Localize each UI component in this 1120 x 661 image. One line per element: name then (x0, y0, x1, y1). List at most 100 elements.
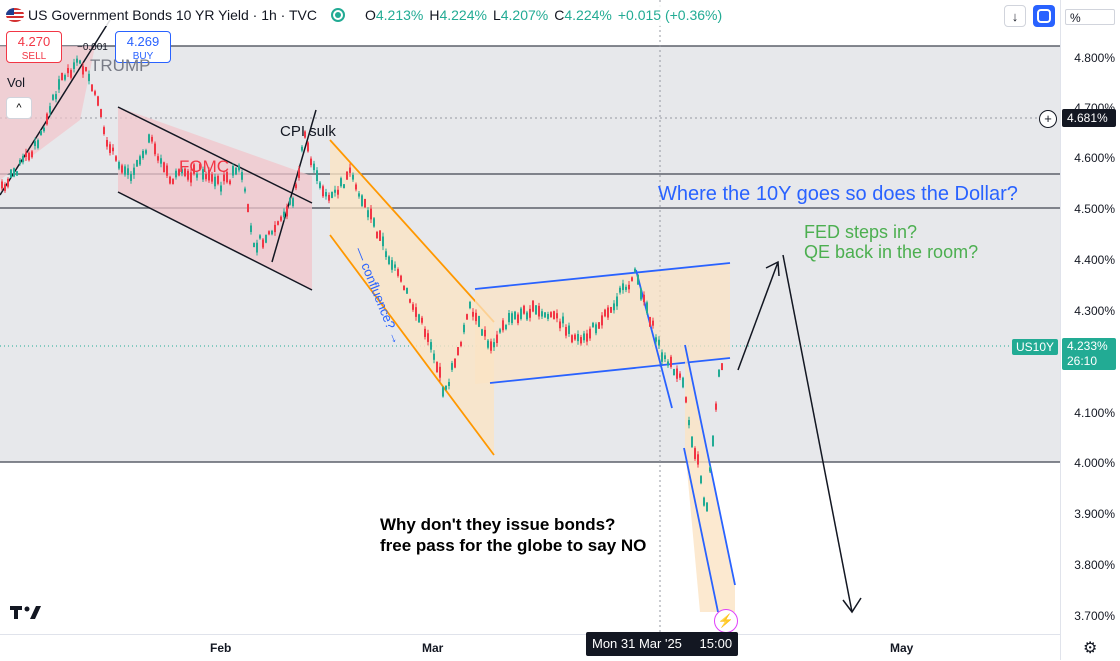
candle-body (361, 195, 363, 206)
candle-body (226, 172, 228, 183)
candle-body (4, 184, 6, 191)
current-price-value: 4.233% (1067, 339, 1108, 353)
candle-body (235, 167, 237, 175)
candle-body (670, 356, 672, 367)
candle-body (427, 333, 429, 342)
candle-body (496, 334, 498, 344)
y-tick: 4.300% (1074, 304, 1115, 318)
bonds-label-line2[interactable]: free pass for the globe to say NO (380, 536, 647, 555)
buy-price: 4.269 (126, 34, 160, 49)
candle-body (166, 165, 168, 176)
cpi-label[interactable]: CPI sulk (280, 123, 336, 140)
candle-body (535, 305, 537, 315)
candle-body (232, 166, 234, 176)
candle-body (148, 134, 150, 143)
candle-body (541, 311, 543, 317)
current-price-tag: 4.233% 26:10 (1062, 338, 1116, 370)
blue-channel-zone (685, 345, 735, 612)
candle-body (169, 176, 171, 184)
candle-body (715, 403, 717, 410)
candle-body (526, 312, 528, 320)
trump-label[interactable]: TRUMP (90, 56, 151, 75)
collapse-legend-button[interactable]: ^ (6, 97, 32, 119)
candle-body (430, 342, 432, 350)
candle-body (508, 312, 510, 323)
candle-body (481, 329, 483, 336)
tradingview-logo-icon[interactable] (10, 603, 42, 626)
candle-body (40, 130, 42, 135)
price-axis[interactable]: % 4.800% 4.700% 4.600% 4.500% 4.400% 4.3… (1060, 0, 1120, 660)
candle-body (319, 182, 321, 188)
fed-label-line1[interactable]: FED steps in? (804, 222, 918, 242)
candle-body (349, 167, 351, 173)
symbol-title[interactable]: US Government Bonds 10 YR Yield · 1h · T… (28, 7, 317, 23)
candle-body (7, 178, 9, 187)
candle-body (94, 91, 96, 95)
candle-body (580, 337, 582, 344)
candle-body (499, 329, 501, 333)
volume-legend[interactable]: Vol (7, 75, 26, 90)
buy-button[interactable]: 4.269 BUY (115, 31, 171, 63)
crosshair-date-tag: Mon 31 Mar '25 15:00 (586, 632, 739, 656)
settings-gear-icon[interactable]: ⚙ (1083, 640, 1098, 657)
candle-body (280, 216, 282, 221)
candle-body (400, 275, 402, 282)
fed-label-line2[interactable]: QE back in the room? (804, 242, 979, 262)
candle-body (478, 316, 480, 327)
candle-body (58, 79, 60, 90)
candle-body (31, 151, 33, 158)
down-arrow-icon[interactable]: ↓ (1004, 5, 1026, 27)
candle-body (241, 172, 243, 180)
candle-body (718, 369, 720, 377)
candle-body (397, 269, 399, 276)
candle-body (70, 70, 72, 78)
bar-countdown: 26:10 (1067, 354, 1098, 368)
candle-body (523, 305, 525, 314)
candle-body (67, 68, 69, 74)
candle-body (673, 368, 675, 376)
candle-body (604, 309, 606, 317)
candle-body (415, 307, 417, 317)
candle-body (502, 320, 504, 331)
candle-body (433, 353, 435, 360)
candle-body (292, 198, 294, 207)
lightning-icon[interactable]: ⚡ (714, 609, 738, 633)
candle-body (625, 286, 627, 290)
candle-body (403, 285, 405, 290)
candle-body (628, 284, 630, 290)
fomc-label[interactable]: FOMC (179, 157, 230, 176)
ohlc-low-value: 4.207% (500, 7, 549, 23)
percent-scale-button[interactable]: % (1065, 9, 1115, 25)
candle-body (511, 313, 513, 324)
candle-body (43, 127, 45, 132)
candle-body (115, 156, 117, 161)
candle-body (442, 387, 444, 397)
replay-icon[interactable] (1033, 5, 1055, 27)
chart-canvas[interactable] (0, 0, 1060, 634)
candle-body (457, 347, 459, 356)
candle-body (355, 184, 357, 190)
plus-circle-icon[interactable]: + (1039, 110, 1057, 128)
candle-body (265, 234, 267, 243)
candle-body (184, 168, 186, 176)
candle-body (16, 171, 18, 176)
candle-body (652, 320, 654, 326)
candle-body (571, 335, 573, 343)
chart-area[interactable]: US Government Bonds 10 YR Yield · 1h · T… (0, 0, 1060, 634)
time-axis[interactable]: Feb Mar May (0, 634, 1060, 661)
ohlc-close-value: 4.224% (564, 7, 612, 23)
candle-body (619, 287, 621, 293)
candle-body (13, 168, 15, 177)
dollar-label[interactable]: Where the 10Y goes so does the Dollar? (658, 183, 1018, 205)
candle-body (574, 334, 576, 340)
sell-button[interactable]: 4.270 SELL (6, 31, 62, 63)
bonds-label-line1[interactable]: Why don't they issue bonds? (380, 515, 616, 534)
candle-body (214, 176, 216, 187)
candle-body (373, 218, 375, 227)
candle-body (379, 230, 381, 241)
candle-body (655, 337, 657, 342)
candle-body (217, 175, 219, 184)
orange-channel-line (329, 139, 495, 323)
candle-body (10, 169, 12, 178)
candle-body (532, 300, 534, 312)
